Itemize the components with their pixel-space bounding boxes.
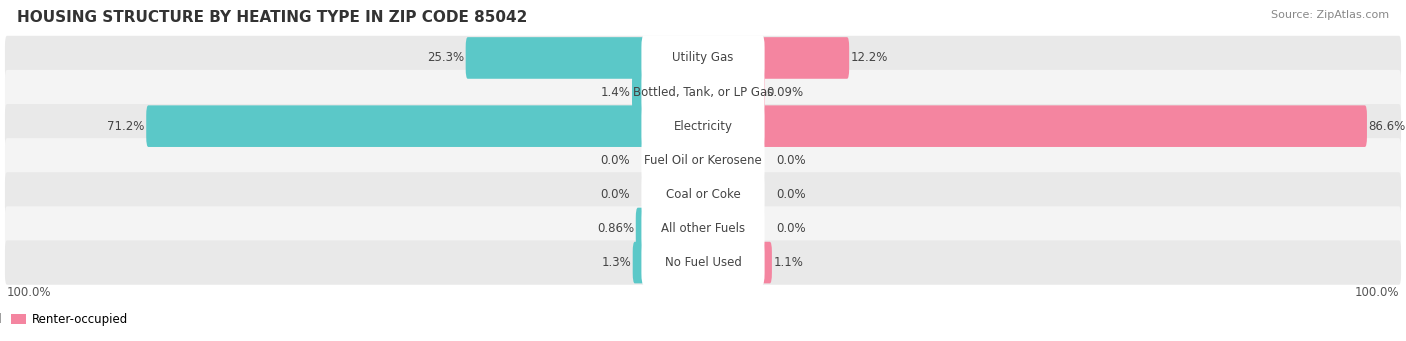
Text: 100.0%: 100.0% bbox=[7, 286, 52, 299]
Text: 0.0%: 0.0% bbox=[776, 154, 806, 167]
Legend: Owner-occupied, Renter-occupied: Owner-occupied, Renter-occupied bbox=[0, 313, 128, 326]
Text: Electricity: Electricity bbox=[673, 120, 733, 133]
FancyBboxPatch shape bbox=[761, 37, 849, 79]
FancyBboxPatch shape bbox=[6, 138, 1400, 182]
FancyBboxPatch shape bbox=[641, 172, 765, 217]
FancyBboxPatch shape bbox=[6, 36, 1400, 80]
FancyBboxPatch shape bbox=[6, 70, 1400, 114]
FancyBboxPatch shape bbox=[6, 172, 1400, 217]
Text: 25.3%: 25.3% bbox=[427, 51, 464, 64]
Text: 71.2%: 71.2% bbox=[107, 120, 145, 133]
Text: Coal or Coke: Coal or Coke bbox=[665, 188, 741, 201]
FancyBboxPatch shape bbox=[761, 71, 765, 113]
Text: 0.09%: 0.09% bbox=[766, 86, 803, 99]
FancyBboxPatch shape bbox=[641, 35, 765, 80]
FancyBboxPatch shape bbox=[761, 242, 772, 283]
Text: No Fuel Used: No Fuel Used bbox=[665, 256, 741, 269]
Text: 100.0%: 100.0% bbox=[1354, 286, 1399, 299]
Text: Bottled, Tank, or LP Gas: Bottled, Tank, or LP Gas bbox=[633, 86, 773, 99]
Text: HOUSING STRUCTURE BY HEATING TYPE IN ZIP CODE 85042: HOUSING STRUCTURE BY HEATING TYPE IN ZIP… bbox=[17, 10, 527, 25]
FancyBboxPatch shape bbox=[761, 105, 1367, 147]
Text: Source: ZipAtlas.com: Source: ZipAtlas.com bbox=[1271, 10, 1389, 20]
FancyBboxPatch shape bbox=[6, 206, 1400, 251]
FancyBboxPatch shape bbox=[633, 242, 645, 283]
Text: 0.86%: 0.86% bbox=[598, 222, 634, 235]
Text: 1.3%: 1.3% bbox=[602, 256, 631, 269]
Text: 86.6%: 86.6% bbox=[1368, 120, 1406, 133]
Text: 0.0%: 0.0% bbox=[776, 188, 806, 201]
Text: 1.4%: 1.4% bbox=[600, 86, 631, 99]
FancyBboxPatch shape bbox=[6, 240, 1400, 285]
FancyBboxPatch shape bbox=[146, 105, 645, 147]
Text: All other Fuels: All other Fuels bbox=[661, 222, 745, 235]
FancyBboxPatch shape bbox=[641, 104, 765, 149]
FancyBboxPatch shape bbox=[641, 138, 765, 183]
Text: 1.1%: 1.1% bbox=[773, 256, 803, 269]
FancyBboxPatch shape bbox=[641, 206, 765, 251]
Text: 12.2%: 12.2% bbox=[851, 51, 889, 64]
Text: 0.0%: 0.0% bbox=[776, 222, 806, 235]
FancyBboxPatch shape bbox=[641, 240, 765, 285]
FancyBboxPatch shape bbox=[633, 71, 645, 113]
FancyBboxPatch shape bbox=[6, 104, 1400, 148]
FancyBboxPatch shape bbox=[641, 70, 765, 115]
Text: 0.0%: 0.0% bbox=[600, 154, 630, 167]
Text: Utility Gas: Utility Gas bbox=[672, 51, 734, 64]
FancyBboxPatch shape bbox=[636, 208, 645, 249]
FancyBboxPatch shape bbox=[465, 37, 645, 79]
Text: Fuel Oil or Kerosene: Fuel Oil or Kerosene bbox=[644, 154, 762, 167]
Text: 0.0%: 0.0% bbox=[600, 188, 630, 201]
